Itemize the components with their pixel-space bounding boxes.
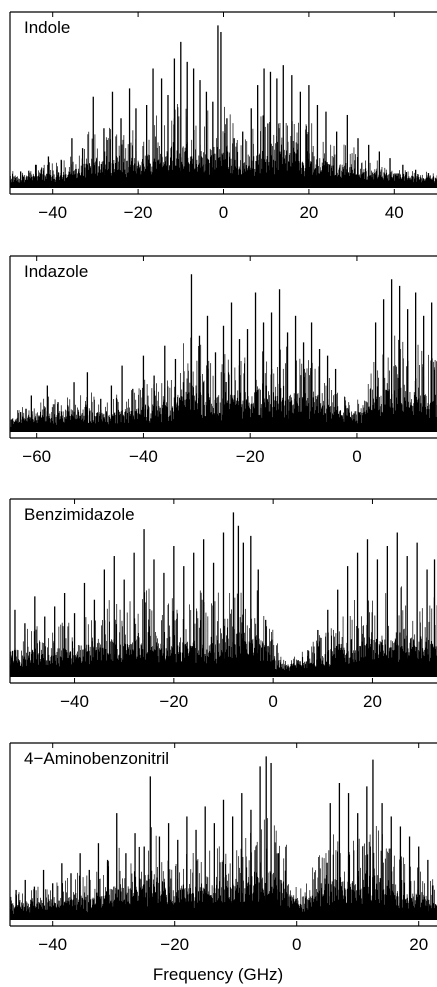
x-tick-label: −40 — [129, 447, 158, 466]
spectrum-panel: −40 −20 0 20 Benzimidazole — [9, 498, 437, 711]
x-tick-label: 0 — [268, 692, 277, 711]
x-tick-label: 20 — [409, 935, 428, 954]
panel-title: Indole — [24, 18, 70, 37]
spectrum-panel: −40 −20 0 20 4−Aminobenzonitril — [9, 742, 437, 954]
spectrum-panel: −40 −20 0 20 40 Indole — [9, 11, 437, 222]
x-tick-label: −60 — [22, 447, 51, 466]
x-tick-label: 20 — [363, 692, 382, 711]
x-tick-label: −20 — [160, 935, 189, 954]
panel-title: 4−Aminobenzonitril — [24, 749, 169, 768]
x-tick-label: −40 — [38, 935, 67, 954]
x-tick-label: −40 — [38, 203, 67, 222]
panel-title: Benzimidazole — [24, 505, 135, 524]
x-tick-label: 0 — [352, 447, 361, 466]
panel-title: Indazole — [24, 262, 88, 281]
x-tick-label: −20 — [159, 692, 188, 711]
x-tick-label: −20 — [124, 203, 153, 222]
x-axis-label: Frequency (GHz) — [153, 965, 283, 984]
x-tick-label: −40 — [60, 692, 89, 711]
x-tick-label: −20 — [236, 447, 265, 466]
spectrum-trace — [9, 102, 437, 188]
x-tick-label: 20 — [299, 203, 318, 222]
x-tick-label: 40 — [385, 203, 404, 222]
spectrum-panel: −60 −40 −20 0 Indazole — [9, 255, 437, 466]
x-tick-label: 0 — [292, 935, 301, 954]
x-tick-label: 0 — [219, 203, 228, 222]
